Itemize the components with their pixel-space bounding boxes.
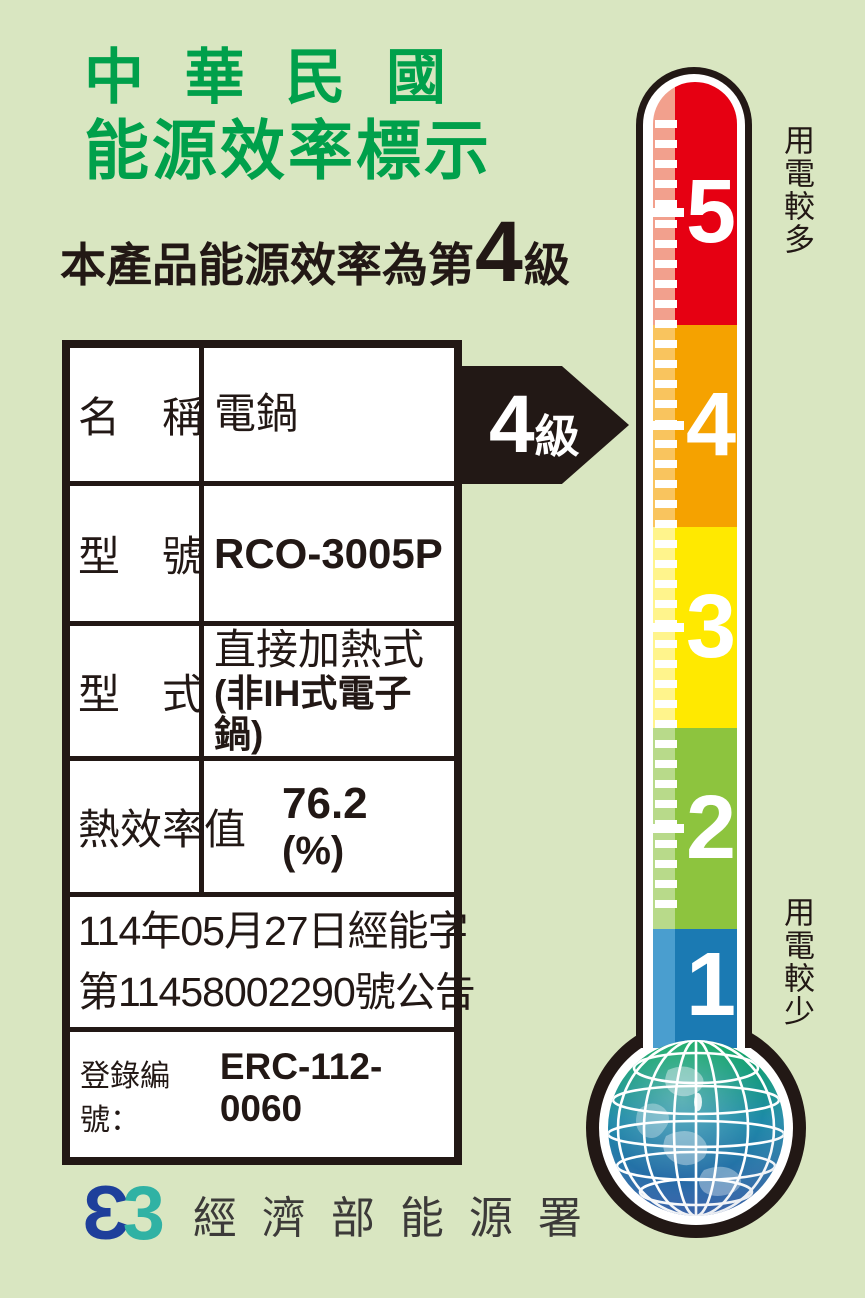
tick-long-3 bbox=[647, 623, 684, 632]
name-value: 電鍋 bbox=[214, 390, 299, 438]
grade-arrow-number: 4 bbox=[489, 379, 535, 470]
level-2-number: 2 bbox=[685, 778, 737, 878]
name-label: 名 稱 bbox=[78, 394, 205, 441]
statement-prefix: 本產品能源效率為第 bbox=[60, 239, 474, 291]
level-1-number: 1 bbox=[685, 935, 737, 1035]
label-title-line2: 能源效率標示 bbox=[84, 114, 493, 187]
efficiency-label-cell: 熱效率值 bbox=[70, 761, 247, 892]
table-row-model: 型 號 RCO-3005P bbox=[70, 481, 454, 621]
model-label-cell: 型 號 bbox=[70, 486, 204, 621]
energy-administration-logo-icon: Ɛ 3 bbox=[82, 1176, 165, 1252]
table-row-name: 名 稱 電鍋 bbox=[70, 348, 454, 481]
table-row-registration: 登錄編號： ERC-112-0060 bbox=[70, 1027, 454, 1157]
table-row-announcement: 114年05月27日經能字 第11458002290號公告 bbox=[70, 892, 476, 1027]
tick-marks bbox=[655, 120, 677, 920]
efficiency-grade-statement: 本產品能源效率為第 4 級 bbox=[60, 204, 570, 300]
registration-value: ERC-112-0060 bbox=[219, 1046, 383, 1129]
model-label: 型 號 bbox=[78, 533, 205, 580]
tick-long-4 bbox=[647, 421, 684, 430]
efficiency-value: 76.2 bbox=[282, 779, 368, 828]
registration-label: 登錄編號： bbox=[80, 1060, 170, 1137]
efficiency-label: 熱效率值 bbox=[78, 806, 247, 853]
efficiency-value-cell: 76.2 (%) bbox=[204, 761, 454, 892]
type-value-cell: 直接加熱式 (非IH式電子鍋) bbox=[204, 626, 454, 756]
logo-left-glyph: Ɛ bbox=[82, 1171, 130, 1256]
grade-arrow-unit: 級 bbox=[534, 410, 580, 462]
grade-arrow: 4 級 bbox=[457, 366, 629, 484]
uses-less-power-label: 用電較少 bbox=[779, 896, 814, 1028]
name-value-cell: 電鍋 bbox=[204, 348, 454, 481]
level-3-number: 3 bbox=[685, 577, 737, 677]
agency-name: 經濟部能源署 bbox=[192, 1194, 607, 1243]
statement-grade-number: 4 bbox=[475, 204, 523, 300]
statement-suffix: 級 bbox=[523, 239, 570, 291]
globe-icon bbox=[608, 1040, 784, 1216]
level-4-number: 4 bbox=[685, 375, 737, 475]
level-5-number: 5 bbox=[685, 162, 737, 262]
name-label-cell: 名 稱 bbox=[70, 348, 204, 481]
label-title-line1: 中 華 民 國 bbox=[84, 44, 459, 111]
announcement-cell: 114年05月27日經能字 第11458002290號公告 bbox=[70, 897, 481, 1027]
tick-long-5 bbox=[647, 208, 684, 217]
registration-cell: 登錄編號： ERC-112-0060 bbox=[70, 1032, 454, 1157]
table-row-efficiency: 熱效率值 76.2 (%) bbox=[70, 756, 454, 892]
model-value: RCO-3005P bbox=[214, 529, 443, 577]
logo-right-glyph: 3 bbox=[122, 1171, 165, 1256]
level-1-segment bbox=[653, 929, 737, 1048]
tick-long-2 bbox=[647, 824, 684, 833]
model-value-cell: RCO-3005P bbox=[204, 486, 454, 621]
type-label-cell: 型 式 bbox=[70, 626, 204, 756]
announcement-line2: 第11458002290號公告 bbox=[78, 969, 476, 1015]
type-value-line2: (非IH式電子鍋) bbox=[214, 673, 412, 756]
table-row-type: 型 式 直接加熱式 (非IH式電子鍋) bbox=[70, 621, 454, 756]
type-value-line1: 直接加熱式 bbox=[214, 626, 425, 674]
label-title: 中 華 民 國 能源效率標示 bbox=[84, 44, 493, 187]
efficiency-unit: (%) bbox=[282, 829, 345, 873]
type-label: 型 式 bbox=[78, 670, 205, 718]
product-info-table: 名 稱 電鍋 型 號 RCO-3005P 型 式 直接加熱式 (非IH式電子鍋)… bbox=[62, 340, 476, 1165]
footer: Ɛ 3 經濟部能源署 bbox=[82, 1176, 607, 1252]
announcement-line1: 114年05月27日經能字 bbox=[78, 907, 469, 954]
uses-more-power-label: 用電較多 bbox=[779, 124, 814, 256]
